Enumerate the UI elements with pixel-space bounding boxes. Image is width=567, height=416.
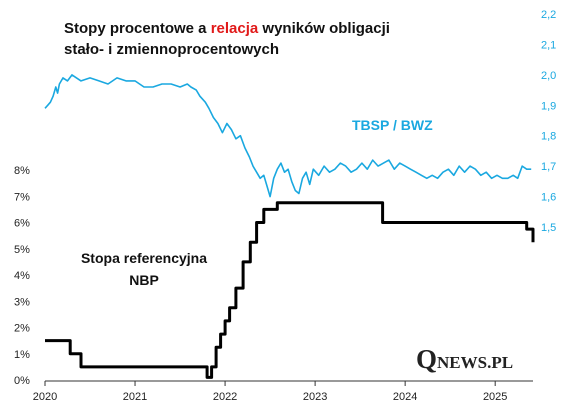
y-right-tick-label: 1,8 bbox=[541, 131, 556, 143]
qnews-logo: QNEWS.PL bbox=[416, 344, 513, 375]
title-post: wyników obligacji bbox=[258, 20, 390, 37]
series-line-ref-rate bbox=[45, 201, 535, 379]
y-left-tick-label: 1% bbox=[14, 349, 30, 361]
series-label-ref-line1: Stopa referencyjna bbox=[80, 250, 208, 266]
x-tick-label: 2021 bbox=[123, 391, 147, 403]
x-tick-label: 2020 bbox=[33, 391, 57, 403]
series-line-tbsp-bwz bbox=[44, 74, 532, 198]
y-left-tick-label: 4% bbox=[14, 270, 30, 282]
chart-axes: 2020 2021 2022 2023 2024 2025 0% 1% 2% 3% 4% 5% 6% 7%… bbox=[14, 9, 556, 403]
y-left-tick-label: 5% bbox=[14, 244, 30, 256]
y-right-tick-label: 1,5 bbox=[541, 222, 556, 234]
series-label-ref-line2: NBP bbox=[129, 272, 159, 288]
x-tick-label: 2022 bbox=[213, 391, 237, 403]
x-tick-label: 2023 bbox=[303, 391, 327, 403]
y-left-tick-label: 3% bbox=[14, 296, 30, 308]
logo-text: NEWS.PL bbox=[437, 353, 514, 372]
series-label-ref: Stopa referencyjna NBP bbox=[64, 247, 224, 291]
series-label-tbsp: TBSP / BWZ bbox=[352, 117, 433, 133]
chart-title-line2: stało- i zmiennoprocentowych bbox=[64, 41, 280, 58]
y-left-tick-label: 6% bbox=[14, 218, 30, 230]
title-pre: Stopy procentowe a bbox=[64, 20, 211, 37]
y-right-tick-label: 2,0 bbox=[541, 70, 556, 82]
x-tick-label: 2024 bbox=[393, 391, 417, 403]
y-right-tick-label: 1,7 bbox=[541, 161, 556, 173]
y-right-tick-label: 1,9 bbox=[541, 100, 556, 112]
y-left-tick-label: 7% bbox=[14, 191, 30, 203]
x-tick-label: 2025 bbox=[483, 391, 507, 403]
y-right-tick-label: 1,6 bbox=[541, 192, 556, 204]
title-highlight: relacja bbox=[210, 20, 259, 37]
chart-title-line1: Stopy procentowe a relacja wyników oblig… bbox=[64, 18, 390, 39]
y-right-tick-label: 2,1 bbox=[541, 39, 556, 51]
logo-q: Q bbox=[416, 344, 438, 374]
chart-series bbox=[44, 74, 535, 379]
y-right-tick-label: 2,2 bbox=[541, 9, 556, 21]
y-left-tick-label: 0% bbox=[14, 375, 30, 387]
y-left-tick-label: 2% bbox=[14, 323, 30, 335]
y-left-tick-label: 8% bbox=[14, 165, 30, 177]
chart-title: Stopy procentowe a relacja wyników oblig… bbox=[64, 18, 390, 60]
